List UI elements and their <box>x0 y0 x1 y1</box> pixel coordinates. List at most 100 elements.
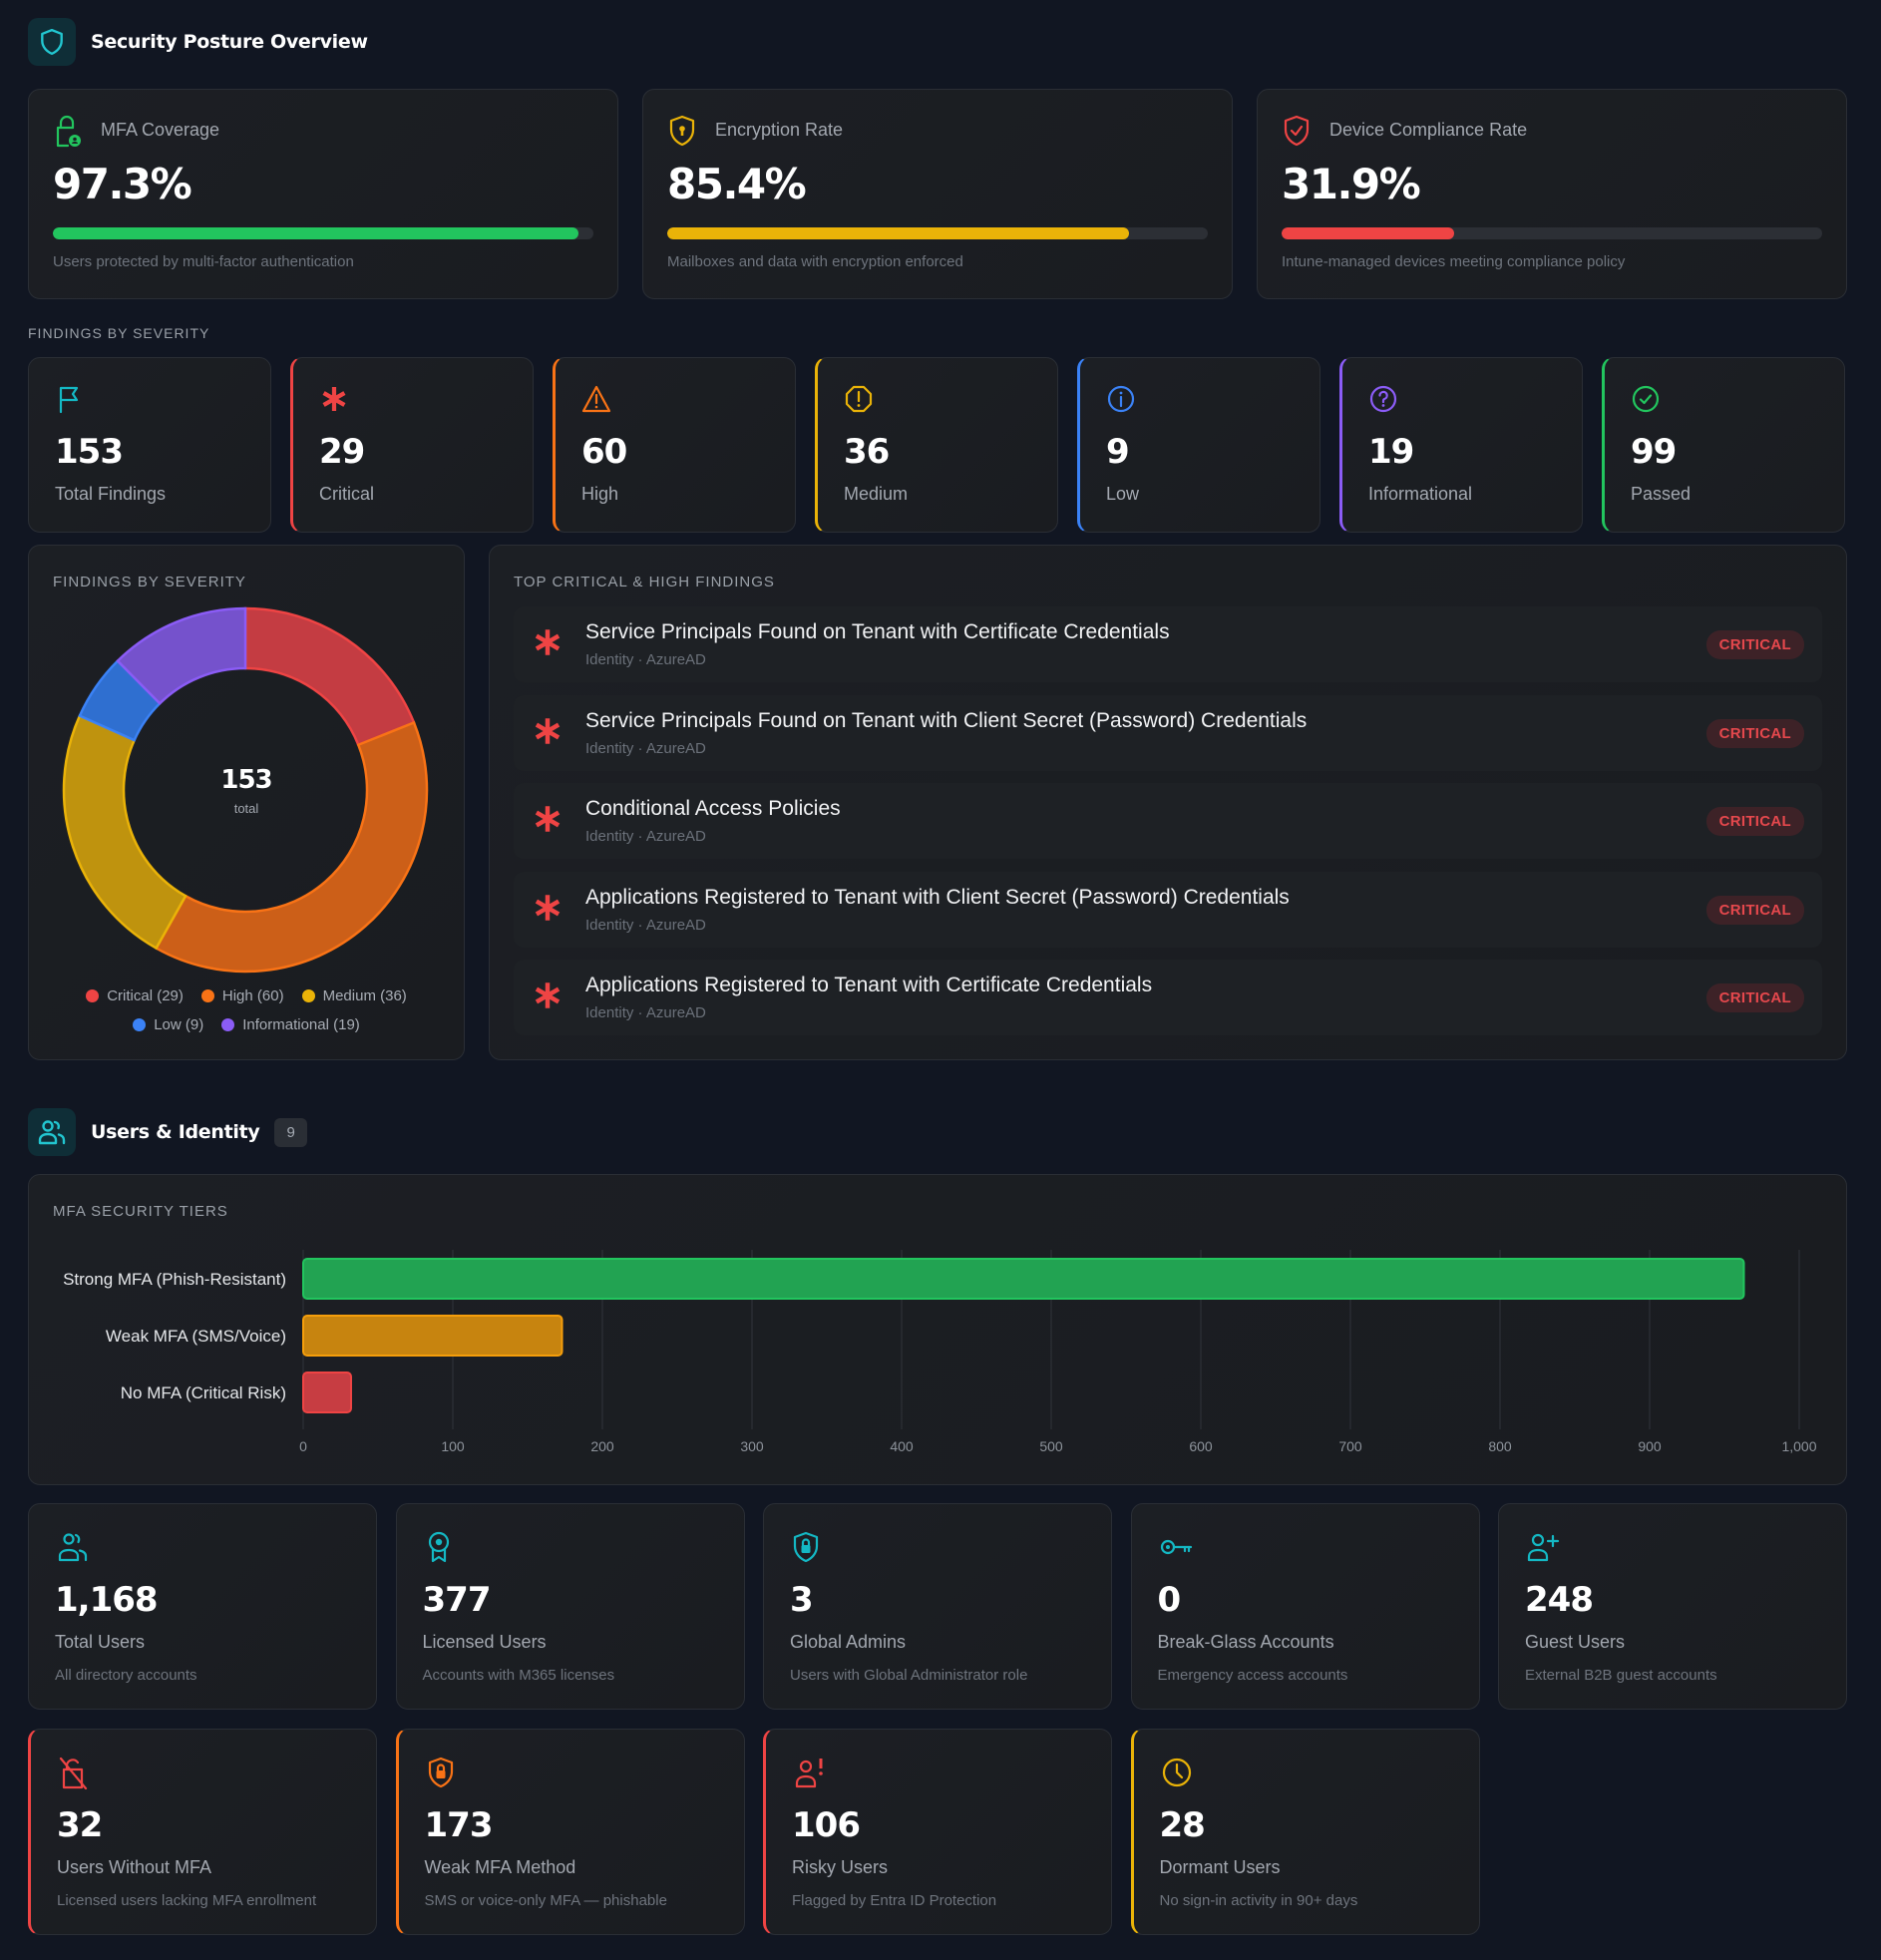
severity-card-critical[interactable]: 29 Critical <box>290 357 534 533</box>
donut-center-label: total <box>233 801 259 816</box>
donut-slice-medium[interactable] <box>62 713 188 951</box>
finding-title: Applications Registered to Tenant with C… <box>585 885 1290 909</box>
user-alert-icon <box>795 1759 823 1788</box>
severity-badge: CRITICAL <box>1705 807 1804 836</box>
asterisk-icon <box>535 629 561 655</box>
y-category-label: Strong MFA (Phish-Resistant) <box>63 1270 286 1289</box>
legend-dot <box>301 989 315 1002</box>
page-header: Security Posture Overview <box>28 18 368 66</box>
user-stat-description: No sign-in activity in 90+ days <box>1159 1892 1358 1909</box>
user-stat-card-global-admins[interactable]: 3 Global Admins Users with Global Admini… <box>763 1503 1112 1710</box>
user-stat-card-break-glass-accounts[interactable]: 0 Break-Glass Accounts Emergency access … <box>1130 1503 1480 1710</box>
bar-no-mfa[interactable] <box>302 1372 352 1413</box>
x-tick-label: 1,000 <box>1781 1438 1816 1454</box>
legend-dot <box>200 989 214 1002</box>
donut-slice-critical[interactable] <box>243 606 416 747</box>
kpi-progress-bar <box>667 227 1208 239</box>
severity-badge: CRITICAL <box>1705 983 1804 1012</box>
user-stat-description: Emergency access accounts <box>1157 1667 1348 1684</box>
user-stat-description: Accounts with M365 licenses <box>422 1667 615 1684</box>
shield-check-icon <box>1284 115 1310 147</box>
user-stat-value: 248 <box>1525 1580 1594 1620</box>
users-section-count-badge: 9 <box>274 1117 307 1147</box>
user-plus-icon <box>1527 1533 1560 1562</box>
bar-weak-mfa[interactable] <box>302 1315 564 1357</box>
finding-item[interactable]: Service Principals Found on Tenant with … <box>514 606 1822 682</box>
asterisk-icon <box>535 982 561 1008</box>
x-tick-label: 100 <box>441 1438 465 1454</box>
legend-item-informational[interactable]: Informational (19) <box>221 1016 360 1033</box>
user-stat-value: 377 <box>422 1580 492 1620</box>
donut-center-value: 153 <box>220 765 272 795</box>
user-stat-value: 28 <box>1159 1805 1206 1845</box>
severity-card-medium[interactable]: 36 Medium <box>815 357 1058 533</box>
user-stat-label: Users Without MFA <box>57 1857 212 1877</box>
severity-label: Passed <box>1631 484 1692 504</box>
x-tick-label: 300 <box>740 1438 764 1454</box>
legend-item-low[interactable]: Low (9) <box>133 1016 203 1033</box>
severity-card-high[interactable]: 60 High <box>553 357 796 533</box>
user-stat-description: SMS or voice-only MFA — phishable <box>424 1892 667 1909</box>
user-stat-label: Total Users <box>55 1632 146 1652</box>
user-stat-card-weak-mfa-method[interactable]: 173 Weak MFA Method SMS or voice-only MF… <box>395 1729 745 1935</box>
findings-donut-card: Findings by Severity 153 total Critical … <box>28 545 465 1060</box>
finding-item[interactable]: Applications Registered to Tenant with C… <box>514 871 1822 948</box>
donut-title: Findings by Severity <box>53 574 246 590</box>
finding-item[interactable]: Conditional Access Policies Identity · A… <box>514 783 1822 859</box>
donut-legend: Critical (29) High (60) Medium (36) <box>29 987 464 1004</box>
legend-item-high[interactable]: High (60) <box>200 987 284 1004</box>
kpi-value: 31.9% <box>1282 160 1421 208</box>
severity-label: Total Findings <box>55 484 167 504</box>
help-circle-icon <box>1369 385 1397 413</box>
users-section-header: Users & Identity 9 <box>28 1108 307 1156</box>
finding-category: Identity · AzureAD <box>585 651 706 668</box>
mfa-tiers-card: MFA Security Tiers 0 100 200 300 400 500 600 70… <box>28 1174 1847 1485</box>
bar-strong-mfa[interactable] <box>302 1258 1745 1300</box>
lock-off-icon <box>59 1757 88 1789</box>
user-stat-card-licensed-users[interactable]: 377 Licensed Users Accounts with M365 li… <box>395 1503 745 1710</box>
legend-dot <box>221 1018 235 1031</box>
x-tick-label: 200 <box>590 1438 614 1454</box>
kpi-progress-bar <box>1282 227 1822 239</box>
severity-card-low[interactable]: 9 Low <box>1077 357 1320 533</box>
donut-slice-high[interactable] <box>154 720 429 974</box>
user-stat-label: Guest Users <box>1525 1632 1626 1652</box>
donut-chart <box>62 606 429 974</box>
kpi-title: MFA Coverage <box>101 120 220 140</box>
users-icon <box>28 1108 76 1156</box>
kpi-progress-fill <box>667 227 1129 239</box>
legend-item-critical[interactable]: Critical (29) <box>86 987 184 1004</box>
donut-slice-informational[interactable] <box>116 606 247 706</box>
finding-category: Identity · AzureAD <box>585 1004 706 1021</box>
user-stat-label: Dormant Users <box>1159 1857 1281 1877</box>
y-category-label: Weak MFA (SMS/Voice) <box>106 1327 286 1346</box>
user-stat-card-guest-users[interactable]: 248 Guest Users External B2B guest accou… <box>1498 1503 1847 1710</box>
top-findings-card: Top Critical & High Findings Service Pri… <box>489 545 1847 1060</box>
user-stat-card-total-users[interactable]: 1,168 Total Users All directory accounts <box>28 1503 377 1710</box>
asterisk-icon <box>322 387 346 411</box>
kpi-card-mfa: MFA Coverage 97.3% Users protected by mu… <box>28 89 618 299</box>
top-findings-title: Top Critical & High Findings <box>514 574 775 590</box>
user-stat-card-risky-users[interactable]: 106 Risky Users Flagged by Entra ID Prot… <box>763 1729 1112 1935</box>
legend-label: High (60) <box>221 987 284 1004</box>
legend-label: Medium (36) <box>322 987 407 1004</box>
severity-count: 9 <box>1106 432 1130 472</box>
finding-item[interactable]: Service Principals Found on Tenant with … <box>514 694 1822 771</box>
severity-card-informational[interactable]: 19 Informational <box>1339 357 1583 533</box>
user-stat-card-users-without-mfa[interactable]: 32 Users Without MFA Licensed users lack… <box>28 1729 377 1935</box>
finding-title: Service Principals Found on Tenant with … <box>585 620 1170 643</box>
severity-card-total-findings[interactable]: 153 Total Findings <box>28 357 271 533</box>
asterisk-icon <box>535 806 561 832</box>
severity-count: 153 <box>55 432 124 472</box>
finding-item[interactable]: Applications Registered to Tenant with C… <box>514 960 1822 1035</box>
user-stat-value: 106 <box>792 1805 861 1845</box>
award-badge-icon <box>428 1531 449 1563</box>
user-stat-card-dormant-users[interactable]: 28 Dormant Users No sign-in activity in … <box>1130 1729 1480 1935</box>
user-stat-label: Global Admins <box>790 1632 907 1652</box>
user-stat-description: Licensed users lacking MFA enrollment <box>57 1892 317 1909</box>
severity-label: Informational <box>1368 484 1473 504</box>
legend-item-medium[interactable]: Medium (36) <box>301 987 407 1004</box>
severity-card-passed[interactable]: 99 Passed <box>1602 357 1845 533</box>
severity-label: High <box>581 484 619 504</box>
finding-category: Identity · AzureAD <box>585 828 706 845</box>
